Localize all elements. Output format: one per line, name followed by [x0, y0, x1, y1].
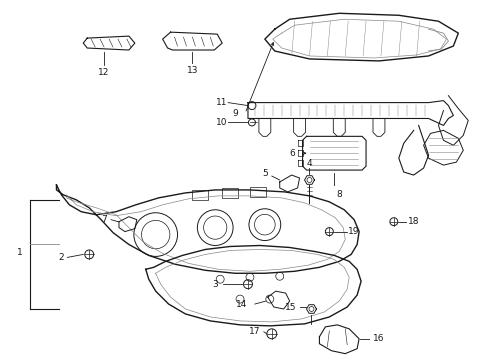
- Bar: [222, 188, 238, 198]
- Text: 10: 10: [217, 118, 228, 127]
- Text: 12: 12: [98, 68, 110, 77]
- Text: 6: 6: [290, 149, 295, 158]
- Text: 16: 16: [373, 334, 385, 343]
- Text: 14: 14: [236, 300, 248, 309]
- Text: 9: 9: [232, 109, 238, 118]
- Text: 18: 18: [408, 217, 419, 226]
- Text: 15: 15: [285, 302, 296, 311]
- Text: 1: 1: [17, 248, 23, 257]
- Bar: [193, 190, 208, 200]
- Text: 19: 19: [348, 227, 360, 236]
- Text: 3: 3: [212, 280, 218, 289]
- Text: 13: 13: [187, 66, 198, 75]
- Text: 5: 5: [262, 168, 268, 177]
- Text: 2: 2: [59, 253, 64, 262]
- Bar: [250, 187, 266, 197]
- Text: 4: 4: [307, 159, 312, 168]
- Text: 7: 7: [101, 215, 107, 224]
- Text: 17: 17: [249, 327, 261, 336]
- Text: 8: 8: [337, 190, 342, 199]
- Text: 11: 11: [217, 98, 228, 107]
